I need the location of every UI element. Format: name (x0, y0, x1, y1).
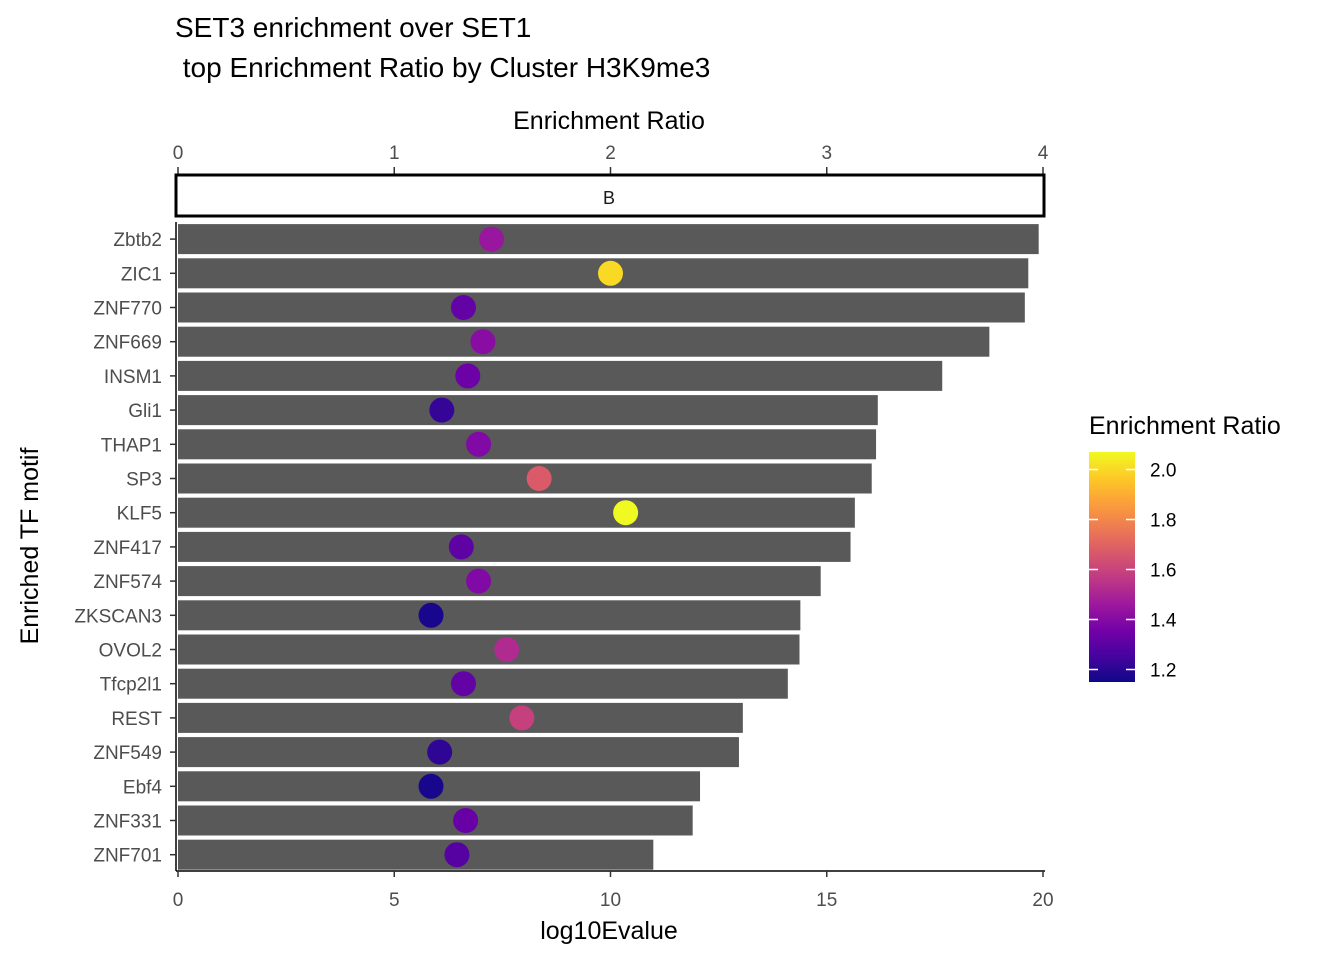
legend-tick-label: 1.2 (1150, 661, 1176, 682)
y-tick-label: SP3 (126, 470, 162, 491)
top-axis: 0 1 2 3 4 (173, 143, 1049, 174)
point-SP3 (526, 466, 552, 491)
point-ZIC1 (598, 260, 623, 286)
y-axis-title: Enriched TF motif (16, 448, 44, 645)
bar-ZNF331 (178, 805, 693, 836)
point-ZNF669 (470, 329, 496, 355)
x-tick-label: 0 (173, 890, 184, 911)
point-THAP1 (466, 431, 492, 457)
y-tick-label: ZIC1 (121, 264, 162, 285)
point-INSM1 (455, 363, 481, 389)
x-tick-label: 5 (389, 890, 400, 911)
point-KLF5 (613, 500, 639, 526)
point-Ebf4 (418, 773, 444, 799)
y-tick-label: REST (111, 709, 162, 730)
top-tick-label: 2 (605, 143, 616, 164)
x-tick-label: 20 (1032, 890, 1053, 911)
point-Tfcp2l1 (450, 671, 476, 697)
point-Gli1 (429, 397, 455, 423)
y-tick-label: ZNF417 (93, 538, 162, 559)
bar-SP3 (178, 463, 872, 494)
bar-ZNF417 (178, 531, 851, 562)
point-ZNF770 (450, 295, 476, 320)
point-REST (509, 705, 535, 731)
y-tick-label: INSM1 (104, 367, 162, 388)
legend: Enrichment Ratio 1.2 1.4 1.6 1.8 2.0 (1089, 412, 1281, 682)
point-ZNF574 (466, 568, 492, 594)
bars (178, 224, 1039, 870)
y-tick-label: Zbtb2 (113, 230, 162, 251)
bar-Tfcp2l1 (178, 668, 788, 699)
y-tick-label: ZNF770 (93, 299, 162, 320)
bar-ZKSCAN3 (178, 600, 801, 631)
y-tick-label: Ebf4 (123, 777, 163, 798)
y-tick-label: THAP1 (101, 435, 162, 456)
y-tick-label: ZNF669 (93, 333, 162, 354)
y-tick-label: OVOL2 (99, 641, 162, 662)
x-tick-label: 10 (600, 890, 621, 911)
bar-ZNF549 (178, 737, 739, 768)
chart-title-line2: top Enrichment Ratio by Cluster H3K9me3 (175, 52, 710, 83)
bar-KLF5 (178, 497, 855, 528)
y-tick-label: ZNF331 (93, 812, 162, 833)
y-tick-label: ZNF574 (93, 572, 162, 593)
y-tick-label: KLF5 (117, 504, 162, 525)
bar-THAP1 (178, 429, 877, 460)
bar-Gli1 (178, 395, 878, 426)
legend-tick-label: 1.4 (1150, 611, 1177, 632)
point-OVOL2 (494, 637, 520, 662)
legend-colorbar (1089, 452, 1135, 682)
bottom-axis: 0 5 10 15 20 (173, 870, 1054, 911)
top-tick-label: 3 (821, 143, 832, 164)
facet-label: B (603, 188, 615, 208)
x-tick-label: 15 (816, 890, 837, 911)
point-ZNF417 (448, 534, 474, 560)
legend-ticks: 1.2 1.4 1.6 1.8 2.0 (1089, 461, 1177, 682)
points (418, 226, 639, 868)
top-tick-label: 1 (389, 143, 400, 164)
legend-tick-label: 2.0 (1150, 461, 1176, 482)
point-ZNF549 (427, 739, 453, 765)
legend-title: Enrichment Ratio (1089, 412, 1281, 440)
y-tick-label: ZNF701 (93, 846, 162, 867)
facet-strip (174, 173, 1046, 218)
point-ZKSCAN3 (418, 602, 444, 628)
bottom-axis-title: log10Evalue (540, 917, 678, 945)
chart-title-line1: SET3 enrichment over SET1 (175, 12, 531, 43)
bar-OVOL2 (178, 634, 800, 665)
bar-ZNF574 (178, 566, 821, 597)
y-tick-label: Gli1 (128, 401, 162, 422)
bar-ZNF770 (178, 292, 1025, 323)
top-tick-label: 4 (1038, 143, 1049, 164)
y-axis: Zbtb2 ZIC1 ZNF770 ZNF669 INSM1 Gli1 THAP1 SP3 KL… (74, 222, 177, 871)
legend-tick-label: 1.8 (1150, 511, 1176, 532)
bar-REST (178, 702, 743, 733)
y-tick-label: ZKSCAN3 (74, 606, 162, 627)
top-axis-title: Enrichment Ratio (513, 107, 705, 135)
bar-INSM1 (178, 360, 943, 391)
bar-ZNF701 (178, 839, 654, 870)
y-tick-label: ZNF549 (93, 743, 162, 764)
point-ZNF701 (444, 842, 470, 868)
legend-tick-label: 1.6 (1150, 561, 1176, 582)
top-tick-label: 0 (173, 143, 184, 164)
point-Zbtb2 (479, 226, 505, 252)
point-ZNF331 (453, 808, 479, 833)
bar-ZNF669 (178, 326, 990, 357)
y-tick-label: Tfcp2l1 (100, 675, 162, 696)
bar-Zbtb2 (178, 224, 1039, 255)
